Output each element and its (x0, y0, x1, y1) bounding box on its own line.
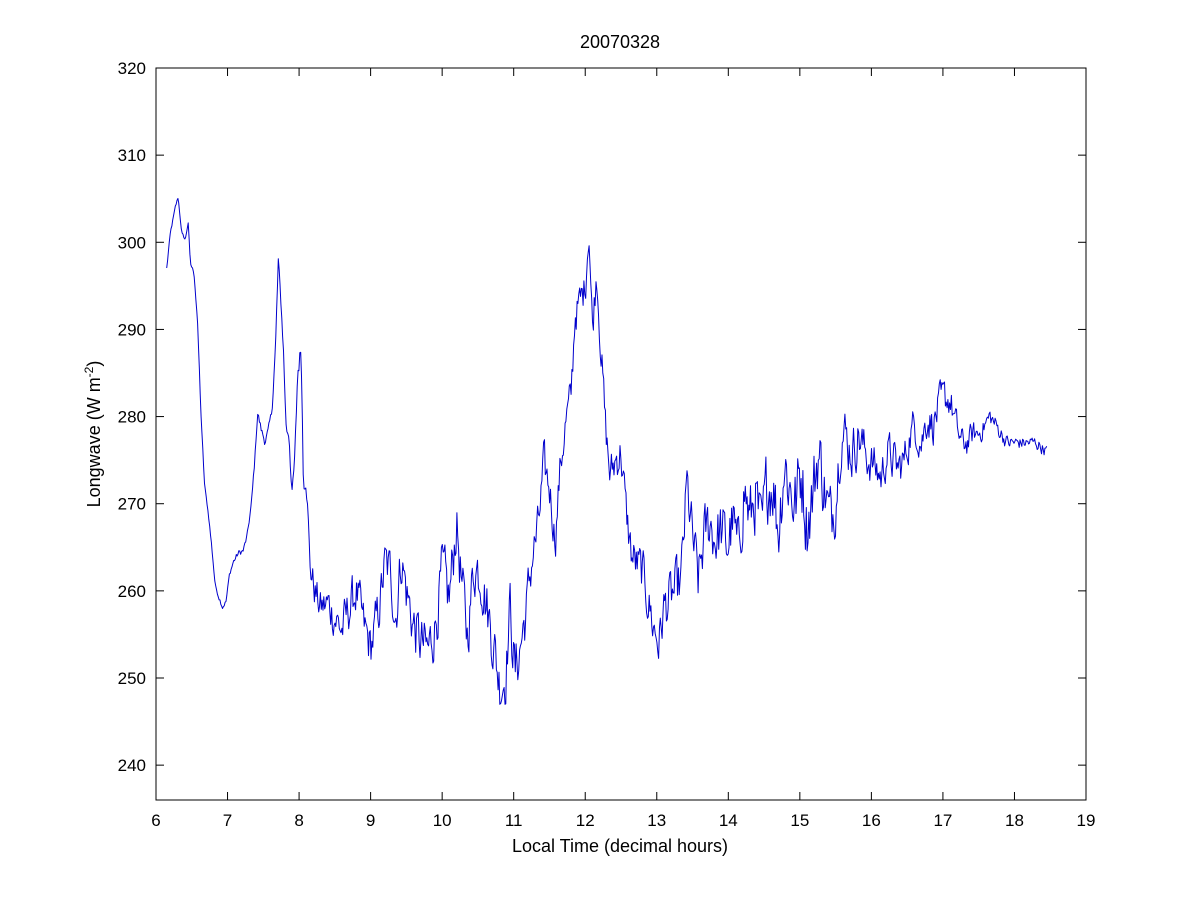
y-tick-label: 270 (118, 495, 146, 514)
x-tick-label: 16 (862, 811, 881, 830)
chart-title: 20070328 (580, 32, 660, 52)
x-tick-label: 15 (790, 811, 809, 830)
plot-frame (155, 67, 1087, 801)
x-tick-label: 10 (433, 811, 452, 830)
x-tick-label: 13 (647, 811, 666, 830)
y-tick-label: 250 (118, 669, 146, 688)
y-tick-label: 320 (118, 59, 146, 78)
x-axis-title: Local Time (decimal hours) (512, 836, 728, 856)
x-tick-label: 19 (1077, 811, 1096, 830)
y-tick-label: 300 (118, 233, 146, 252)
y-axis-title-main: Longwave (W m (84, 377, 104, 507)
y-axis-title-superscript: -2 (82, 366, 96, 377)
x-tick-label: 9 (366, 811, 375, 830)
x-tick-label: 6 (151, 811, 160, 830)
x-tick-label: 8 (294, 811, 303, 830)
x-tick-label: 11 (505, 811, 523, 830)
x-tick-label: 17 (933, 811, 952, 830)
series-line (166, 198, 1048, 705)
y-tick-label: 280 (118, 408, 146, 427)
x-tick-label: 14 (719, 811, 738, 830)
x-tick-label: 7 (223, 811, 232, 830)
y-tick-label: 240 (118, 756, 146, 775)
y-axis-title-close: ) (84, 361, 104, 367)
x-axis-ticks: 6 7 8 9 10 11 12 13 14 15 16 17 18 19 (151, 68, 1095, 830)
y-axis-title: Longwave (W m-2) (82, 361, 104, 508)
y-tick-label: 260 (118, 582, 146, 601)
x-tick-label: 12 (576, 811, 595, 830)
y-axis-ticks: 240 250 260 270 280 290 300 310 320 (118, 59, 1086, 775)
y-tick-label: 290 (118, 320, 146, 339)
x-tick-label: 18 (1005, 811, 1024, 830)
y-tick-label: 310 (118, 146, 146, 165)
